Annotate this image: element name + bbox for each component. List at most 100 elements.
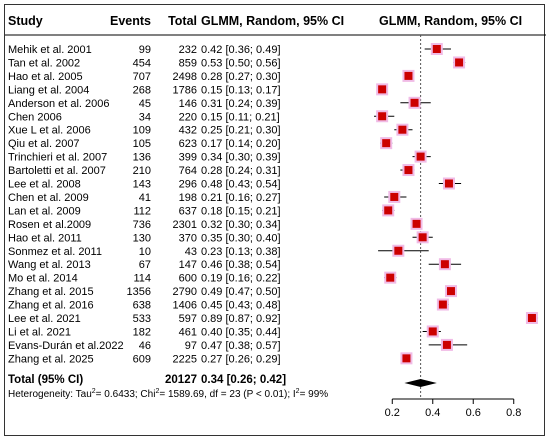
study-events: 105 xyxy=(133,138,151,150)
study-total: 198 xyxy=(179,192,197,204)
het-sup-3: 2 xyxy=(296,388,300,395)
study-total: 146 xyxy=(179,98,197,110)
study-name: Rosen et al.2009 xyxy=(8,219,91,231)
x-tick-label: 0.4 xyxy=(425,407,440,419)
study-row: Mo et al. 2014 114 600 0.19 [0.16; 0.22] xyxy=(8,271,397,285)
study-estimate: 0.89 [0.87; 0.92] xyxy=(201,313,281,325)
study-total: 600 xyxy=(179,273,197,285)
study-name: Mo et al. 2014 xyxy=(8,273,78,285)
header-events: Events xyxy=(110,14,151,28)
study-total: 2301 xyxy=(173,219,197,231)
study-estimate: 0.27 [0.26; 0.29] xyxy=(201,353,281,365)
study-row: Lee et al. 2021 533 597 0.89 [0.87; 0.92] xyxy=(8,312,539,325)
study-estimate: 0.23 [0.13; 0.38] xyxy=(201,246,281,258)
point-estimate-marker xyxy=(418,233,427,242)
point-estimate-marker xyxy=(386,273,395,282)
het-tau2: = 0.6433; Chi xyxy=(96,389,156,400)
point-estimate-marker xyxy=(404,166,413,175)
study-row: Lee et al. 2008 143 296 0.48 [0.43; 0.54] xyxy=(8,177,462,191)
study-events: 41 xyxy=(139,192,151,204)
study-estimate: 0.15 [0.11; 0.21] xyxy=(201,111,280,123)
study-name: Chen et al. 2009 xyxy=(8,192,89,204)
study-rows: Mehik et al. 2001 99 232 0.42 [0.36; 0.49]T… xyxy=(8,43,539,365)
point-estimate-marker xyxy=(404,71,413,80)
study-name: Lan et al. 2009 xyxy=(8,205,81,217)
study-name: Bartoletti et al. 2007 xyxy=(8,165,106,177)
study-name: Hao et al. 2011 xyxy=(8,232,82,244)
study-name: Anderson et al. 2006 xyxy=(8,98,110,110)
point-estimate-marker xyxy=(446,287,455,296)
study-name: Tan et al. 2002 xyxy=(8,57,80,69)
study-name: Evans-Durán et al.2022 xyxy=(8,340,124,352)
study-row: Evans-Durán et al.2022 46 97 0.47 [0.38; 0.… xyxy=(8,338,468,352)
study-estimate: 0.18 [0.15; 0.21] xyxy=(201,205,281,217)
study-estimate: 0.25 [0.21; 0.30] xyxy=(201,125,281,137)
study-estimate: 0.40 [0.35; 0.44] xyxy=(201,326,281,338)
point-estimate-marker xyxy=(412,219,421,228)
study-row: Lan et al. 2009 112 637 0.18 [0.15; 0.21] xyxy=(8,204,395,217)
study-estimate: 0.34 [0.30; 0.39] xyxy=(201,152,281,164)
study-estimate: 0.45 [0.43; 0.48] xyxy=(201,300,281,312)
study-name: Lee et al. 2008 xyxy=(8,179,81,191)
study-name: Xue L et al. 2006 xyxy=(8,125,91,137)
study-events: 533 xyxy=(133,313,151,325)
point-estimate-marker xyxy=(394,246,403,255)
study-total: 2225 xyxy=(173,353,197,365)
study-total: 764 xyxy=(179,165,197,177)
study-total: 43 xyxy=(185,246,197,258)
header-plot: GLMM, Random, 95% CI xyxy=(379,14,522,28)
point-estimate-marker xyxy=(402,354,411,363)
point-estimate-marker xyxy=(398,125,407,134)
study-row: Hao et al. 2005 707 2498 0.28 [0.27; 0.30] xyxy=(8,69,415,83)
point-estimate-marker xyxy=(416,152,425,161)
study-total: 1786 xyxy=(173,84,197,96)
study-row: Chen 2006 34 220 0.15 [0.11; 0.21] xyxy=(8,110,395,123)
point-estimate-marker xyxy=(527,314,536,322)
point-estimate-marker xyxy=(384,206,393,215)
study-total: 220 xyxy=(179,111,197,123)
study-events: 210 xyxy=(133,165,151,177)
study-estimate: 0.21 [0.16; 0.27] xyxy=(201,192,281,204)
het-i2: = 99% xyxy=(300,389,329,400)
study-events: 112 xyxy=(133,205,151,217)
study-events: 109 xyxy=(133,125,151,137)
header-estimate: GLMM, Random, 95% CI xyxy=(201,14,344,28)
study-events: 268 xyxy=(133,84,151,96)
study-row: Anderson et al. 2006 45 146 0.31 [0.24; 0.3… xyxy=(8,96,431,110)
point-estimate-marker xyxy=(378,85,387,94)
x-tick-label: 0.2 xyxy=(385,407,400,419)
point-estimate-marker xyxy=(455,58,464,67)
study-events: 34 xyxy=(139,111,151,123)
forest-plot-figure: Study Events Total GLMM, Random, 95% CI … xyxy=(4,4,546,436)
study-name: Lee et al. 2021 xyxy=(8,313,81,325)
study-total: 370 xyxy=(179,232,197,244)
study-total: 296 xyxy=(179,179,197,191)
study-row: Li et al. 2021 182 461 0.40 [0.35; 0.44] xyxy=(8,325,441,338)
study-events: 609 xyxy=(133,353,151,365)
study-estimate: 0.35 [0.30; 0.40] xyxy=(201,232,281,244)
study-row: Hao et al. 2011 130 370 0.35 [0.30; 0.40] xyxy=(8,231,433,244)
header-study: Study xyxy=(8,14,43,28)
study-name: Wang et al. 2013 xyxy=(8,259,91,271)
x-tick-label: 0.8 xyxy=(506,407,521,419)
study-row: Tan et al. 2002 454 859 0.53 [0.50; 0.56] xyxy=(8,56,466,69)
heterogeneity-text: Heterogeneity: Tau2= 0.6433; Chi2= 1589.… xyxy=(8,388,328,400)
study-events: 454 xyxy=(133,57,151,69)
forest-plot-svg: Study Events Total GLMM, Random, 95% CI … xyxy=(5,14,546,419)
study-total: 1406 xyxy=(173,300,197,312)
study-row: Sonmez et al. 2011 10 43 0.23 [0.13; 0.38] xyxy=(8,244,429,258)
study-row: Liang et al. 2004 268 1786 0.15 [0.13; 0.17… xyxy=(8,83,389,96)
het-prefix: Heterogeneity: Tau xyxy=(8,389,92,400)
point-estimate-marker xyxy=(378,112,387,121)
study-estimate: 0.19 [0.16; 0.22] xyxy=(201,273,281,285)
study-events: 99 xyxy=(139,44,151,56)
study-events: 130 xyxy=(133,232,151,244)
study-estimate: 0.28 [0.27; 0.30] xyxy=(201,71,281,83)
study-row: Rosen et al.2009 736 2301 0.32 [0.30; 0.34] xyxy=(8,217,423,231)
study-events: 67 xyxy=(139,259,151,271)
study-estimate: 0.15 [0.13; 0.17] xyxy=(201,84,281,96)
point-estimate-marker xyxy=(432,45,441,53)
x-axis-ticks: 0.2 0.4 0.6 0.8 xyxy=(385,399,521,419)
x-tick-label: 0.6 xyxy=(466,407,481,419)
study-row: Qiu et al. 2007 105 623 0.17 [0.14; 0.20] xyxy=(8,137,393,150)
